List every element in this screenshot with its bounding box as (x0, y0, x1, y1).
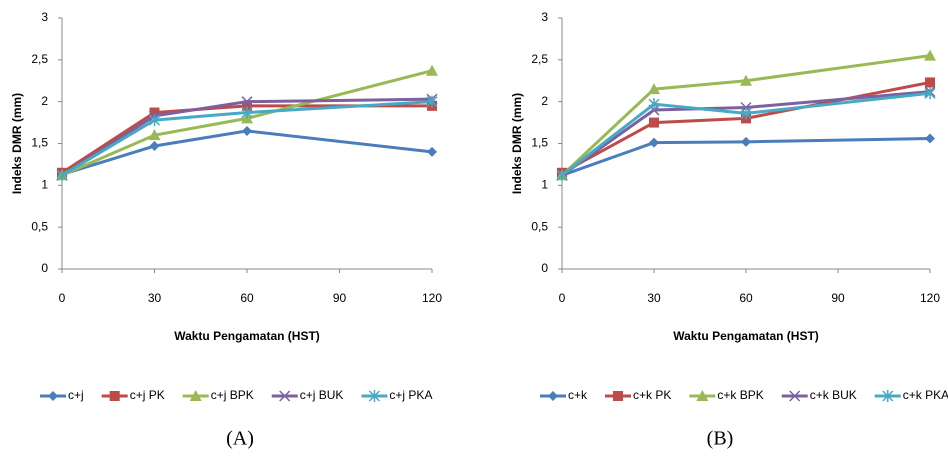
data-point (426, 64, 438, 76)
data-point (242, 125, 252, 136)
data-point (426, 95, 438, 108)
legend-label: c+j BUK (300, 388, 344, 402)
caption: (A) (226, 428, 254, 450)
y-tick-label: 3 (41, 10, 48, 24)
legend-label: c+j PKA (389, 388, 432, 402)
y-tick-label: 2 (41, 94, 48, 108)
legend-marker (109, 391, 120, 401)
legend-marker (548, 391, 558, 401)
legend-marker (189, 390, 202, 401)
legend-label: c+j (68, 388, 84, 402)
data-point (925, 77, 935, 88)
data-point (56, 169, 68, 182)
x-tick-label: 30 (647, 291, 661, 305)
data-point (648, 98, 660, 111)
y-axis-label: Indeks DMR (mm) (10, 93, 24, 194)
y-tick-label: 0 (541, 261, 548, 275)
legend-marker (882, 390, 894, 402)
y-tick-label: 2 (541, 94, 548, 108)
caption: (B) (707, 428, 734, 450)
data-point (649, 117, 659, 128)
data-point (427, 146, 437, 157)
y-tick-label: 1 (541, 178, 548, 192)
data-point (925, 133, 935, 144)
legend-marker (368, 390, 380, 402)
legend-label: c+j PK (130, 388, 165, 402)
y-tick-label: 2,5 (531, 52, 548, 66)
series-line (561, 136, 931, 177)
y-tick-label: 1,5 (531, 136, 548, 150)
y-tick-label: 2,5 (31, 52, 48, 66)
x-tick-label: 60 (739, 291, 753, 305)
x-tick-label: 60 (240, 291, 254, 305)
data-point (242, 100, 252, 111)
data-point (740, 107, 752, 120)
y-tick-label: 3 (541, 10, 548, 24)
data-point (740, 74, 752, 86)
x-tick-label: 120 (920, 291, 940, 305)
legend-label: c+k BUK (810, 388, 857, 402)
data-point (148, 129, 161, 141)
x-axis-label: Waktu Pengamatan (HST) (174, 329, 320, 343)
x-axis-label: Waktu Pengamatan (HST) (673, 329, 819, 343)
data-point (648, 83, 660, 95)
legend-label: c+k PKA (903, 388, 948, 402)
legend-label: c+k BPK (717, 388, 763, 402)
data-point (148, 114, 161, 127)
legend-label: c+k PK (633, 388, 671, 402)
series-line (61, 100, 433, 177)
legend-label: c+k (568, 388, 588, 402)
series-line (561, 91, 931, 177)
y-tick-label: 0,5 (31, 219, 48, 233)
y-tick-label: 1,5 (31, 136, 48, 150)
data-point (556, 169, 568, 182)
y-tick-label: 0 (41, 261, 48, 275)
data-point (924, 49, 936, 61)
data-point (149, 107, 160, 118)
data-point (241, 96, 253, 108)
data-point (741, 136, 751, 147)
series-line (61, 97, 433, 177)
data-point (649, 137, 659, 148)
series-line (61, 129, 433, 176)
x-tick-label: 0 (59, 291, 66, 305)
legend-marker (613, 391, 624, 401)
y-tick-label: 0,5 (531, 219, 548, 233)
y-axis-label: Indeks DMR (mm) (510, 93, 524, 194)
legend-marker (696, 390, 709, 401)
legend-marker (48, 391, 58, 401)
legend-marker (279, 390, 291, 402)
data-point (924, 87, 936, 100)
x-tick-label: 0 (559, 291, 566, 305)
series-line (61, 69, 433, 177)
x-tick-label: 90 (333, 291, 347, 305)
y-tick-label: 1 (41, 178, 48, 192)
data-point (149, 141, 160, 152)
legend-label: c+j BPK (211, 388, 254, 402)
x-tick-label: 90 (831, 291, 845, 305)
x-tick-label: 120 (422, 291, 442, 305)
legend-marker (789, 390, 801, 402)
series-line (560, 54, 931, 177)
data-point (241, 106, 253, 119)
x-tick-label: 30 (148, 291, 162, 305)
